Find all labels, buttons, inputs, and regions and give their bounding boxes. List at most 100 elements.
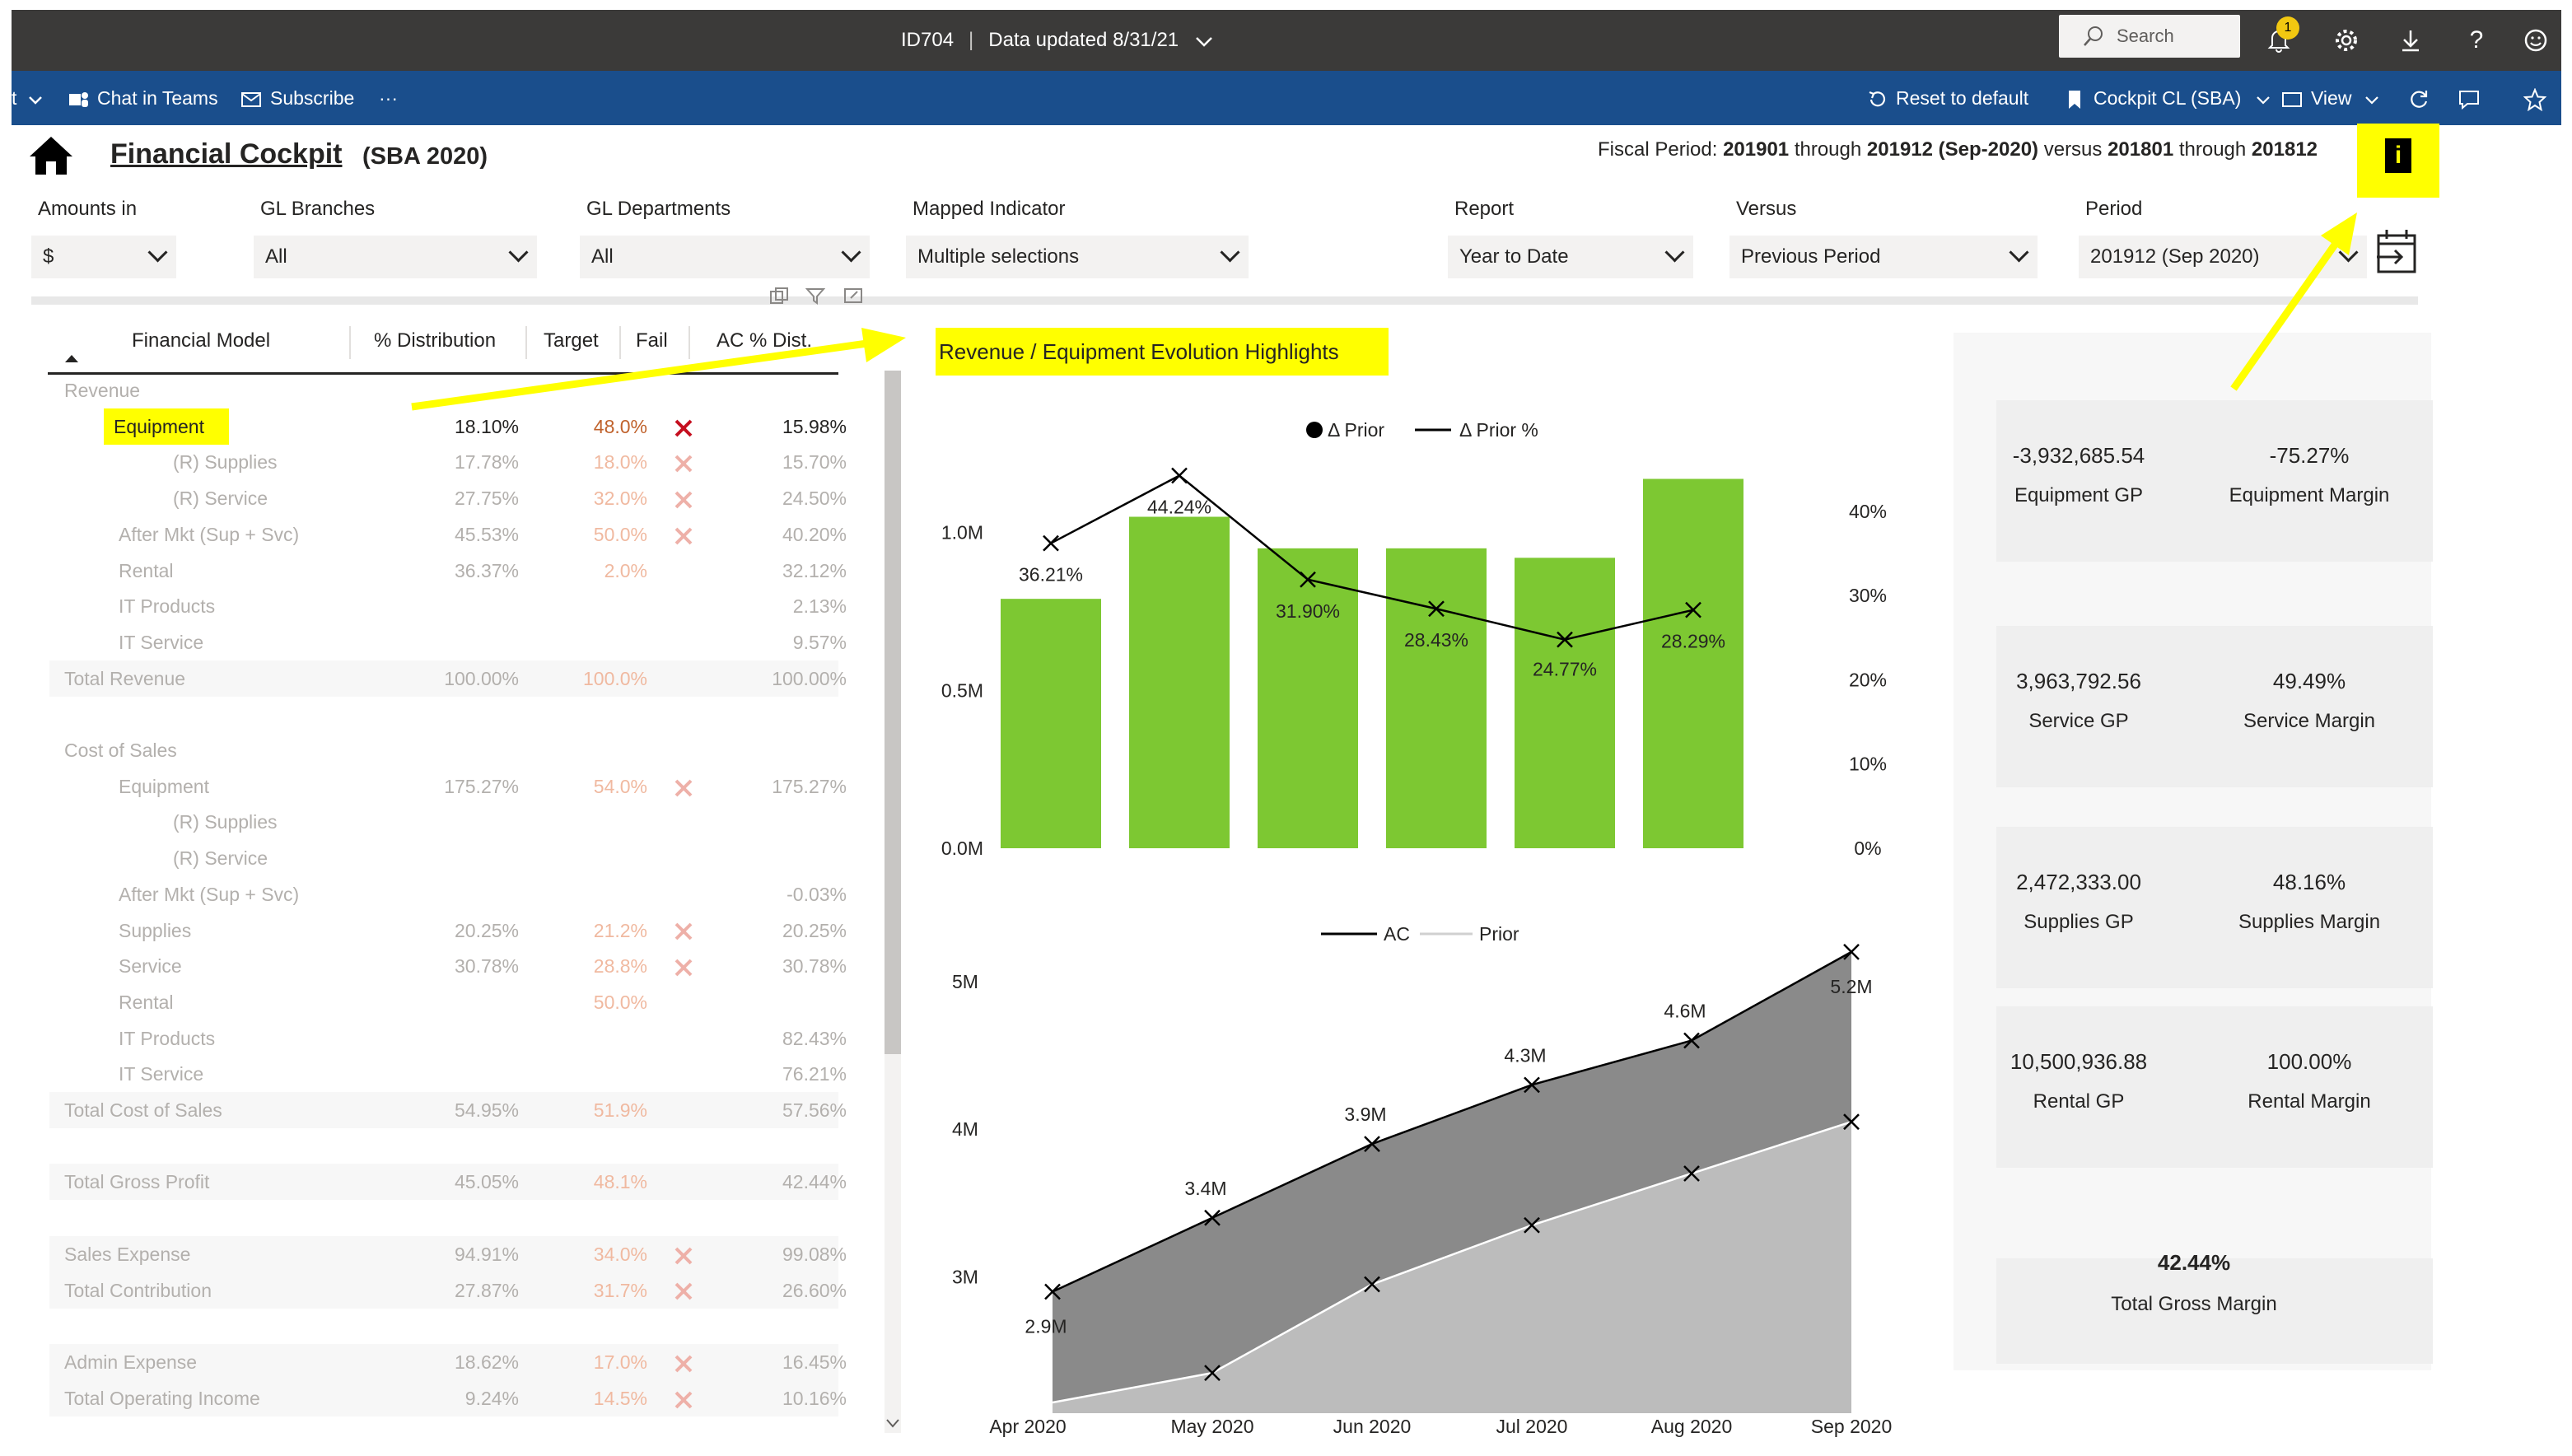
view-dropdown[interactable]: View [2281, 71, 2380, 125]
slicer-divider [31, 296, 2418, 305]
table-row[interactable]: After Mkt (Sup + Svc) 45.53% 50.0% 40.20% [49, 516, 847, 553]
table-row[interactable]: Total Operating Income 9.24% 14.5% 10.16% [49, 1379, 847, 1416]
page-title[interactable]: Financial Cockpit [110, 138, 343, 170]
kpi-card[interactable] [1996, 626, 2433, 787]
table-row[interactable]: (R) Service 27.75% 32.0% 24.50% [49, 480, 847, 516]
col-target[interactable]: Target [544, 329, 599, 352]
prior-point [1364, 1276, 1380, 1293]
refresh-icon[interactable] [2408, 71, 2430, 125]
focus-mode-icon[interactable] [843, 287, 863, 309]
x-tick: May 2020 [1170, 1416, 1253, 1437]
prior-point [1524, 1216, 1540, 1234]
favorite-star-icon[interactable] [2523, 71, 2547, 125]
table-row[interactable]: After Mkt (Sup + Svc) -0.03% [49, 876, 847, 912]
total-kpi-card[interactable] [1996, 1258, 2433, 1364]
cell-distribution: 27.87% [454, 1279, 519, 1301]
slicer-dropdown[interactable]: Multiple selections [906, 236, 1249, 278]
slicer-dropdown[interactable]: All [254, 236, 537, 278]
info-button[interactable]: i [2357, 124, 2439, 198]
table-row[interactable]: Equipment 175.27% 54.0% 175.27% [49, 768, 847, 805]
slicer-value: Previous Period [1741, 245, 1881, 268]
bar[interactable] [1515, 558, 1615, 848]
data-label: 44.24% [1147, 497, 1211, 518]
reset-to-default-button[interactable]: Reset to default [1866, 71, 2028, 125]
table-row[interactable] [49, 696, 838, 732]
cell-target: 17.0% [593, 1351, 647, 1373]
table-row[interactable]: Total Contribution 27.87% 31.7% 26.60% [49, 1272, 847, 1309]
bar[interactable] [1258, 548, 1358, 848]
sort-ascending-icon[interactable] [64, 352, 79, 367]
chevron-down-icon[interactable]: t [12, 71, 44, 125]
y-right-tick: 20% [1849, 669, 1887, 690]
notification-badge: 1 [2276, 16, 2299, 40]
report-info[interactable]: ID704 | Data updated 8/31/21 [901, 10, 1214, 71]
slicer-dropdown[interactable]: 201912 (Sep 2020) [2079, 236, 2367, 278]
slicer-dropdown[interactable]: All [580, 236, 870, 278]
legend-delta-prior: Δ Prior [1328, 419, 1384, 441]
cell-distribution: 20.25% [454, 919, 519, 941]
fiscal-prefix: Fiscal Period: [1598, 138, 1718, 161]
table-row[interactable]: Rental 36.37% 2.0% 32.12% [49, 553, 847, 589]
y-tick: 3M [952, 1267, 978, 1288]
table-row[interactable]: Rental 50.0% [49, 984, 838, 1020]
filter-icon[interactable] [805, 287, 826, 309]
bar[interactable] [1001, 599, 1101, 848]
smiley-icon[interactable] [2515, 20, 2556, 61]
table-row[interactable]: Revenue [49, 372, 838, 408]
table-row[interactable] [49, 1200, 838, 1236]
cell-distribution: 27.75% [454, 488, 519, 510]
table-row[interactable]: Sales Expense 94.91% 34.0% 99.08% [49, 1235, 847, 1272]
slicer-value: $ [43, 245, 54, 268]
chat-in-teams-button[interactable]: Chat in Teams [68, 71, 218, 125]
subscribe-button[interactable]: Subscribe [240, 71, 354, 125]
table-row[interactable]: Total Gross Profit 45.05% 48.1% 42.44% [49, 1164, 847, 1201]
slicer-label: Report [1454, 198, 1515, 220]
comment-icon[interactable] [2458, 71, 2481, 125]
kpi-card[interactable] [1996, 400, 2433, 562]
table-row[interactable]: Supplies 20.25% 21.2% 20.25% [49, 912, 847, 949]
table-row[interactable]: IT Service 76.21% [49, 1056, 847, 1092]
help-icon[interactable]: ? [2469, 26, 2484, 54]
table-row[interactable]: Service 30.78% 28.8% 30.78% [49, 948, 847, 984]
prior-area [1053, 1122, 1851, 1413]
slicer-dropdown[interactable]: Year to Date [1448, 236, 1693, 278]
x-tick: Jun 2020 [1333, 1416, 1412, 1437]
slicer-dropdown[interactable]: Previous Period [1729, 236, 2038, 278]
table-row[interactable] [49, 1128, 838, 1164]
table-row[interactable]: Equipment 18.10% 48.0% 15.98% [49, 408, 847, 445]
table-row[interactable]: IT Service 9.57% [49, 624, 847, 660]
gear-icon[interactable] [2326, 20, 2367, 61]
table-row[interactable]: Total Cost of Sales 54.95% 51.9% 57.56% [49, 1092, 847, 1128]
scrollbar-thumb[interactable] [885, 371, 901, 1054]
scroll-down-icon[interactable] [885, 1416, 901, 1434]
line-point [1171, 467, 1188, 484]
table-row[interactable]: (R) Supplies [49, 804, 838, 840]
table-row[interactable]: (R) Service [49, 840, 838, 876]
search-input[interactable]: Search [2059, 15, 2240, 58]
bar[interactable] [1129, 516, 1230, 849]
bar[interactable] [1643, 478, 1743, 849]
bookmark-dropdown[interactable]: Cockpit CL (SBA) [2064, 71, 2271, 125]
download-icon[interactable] [2390, 20, 2431, 61]
col-fail[interactable]: Fail [636, 329, 668, 352]
cell-ac-dist: 40.20% [782, 523, 847, 545]
more-options-button[interactable]: ··· [379, 87, 398, 109]
col-distribution[interactable]: % Distribution [374, 329, 497, 352]
kpi-card[interactable] [1996, 1006, 2433, 1168]
kpi-card[interactable] [1996, 827, 2433, 988]
table-row[interactable]: (R) Supplies 17.78% 18.0% 15.70% [49, 444, 847, 480]
kpi-label: Equipment GP [2014, 484, 2144, 506]
bar[interactable] [1386, 548, 1487, 848]
table-row[interactable]: IT Products 2.13% [49, 588, 847, 624]
table-row[interactable]: Admin Expense 18.62% 17.0% 16.45% [49, 1343, 847, 1380]
copy-icon[interactable] [769, 287, 789, 309]
table-row[interactable] [49, 1308, 838, 1344]
col-ac-dist[interactable]: AC % Dist. [717, 329, 813, 352]
export-calendar-icon[interactable] [2375, 227, 2418, 279]
col-financial-model[interactable]: Financial Model [132, 329, 271, 352]
table-row[interactable]: Total Revenue 100.00% 100.0% 100.00% [49, 660, 847, 697]
slicer-dropdown[interactable]: $ [31, 236, 176, 278]
home-icon[interactable] [28, 135, 74, 180]
table-row[interactable]: Cost of Sales [49, 732, 838, 768]
table-row[interactable]: IT Products 82.43% [49, 1020, 847, 1057]
